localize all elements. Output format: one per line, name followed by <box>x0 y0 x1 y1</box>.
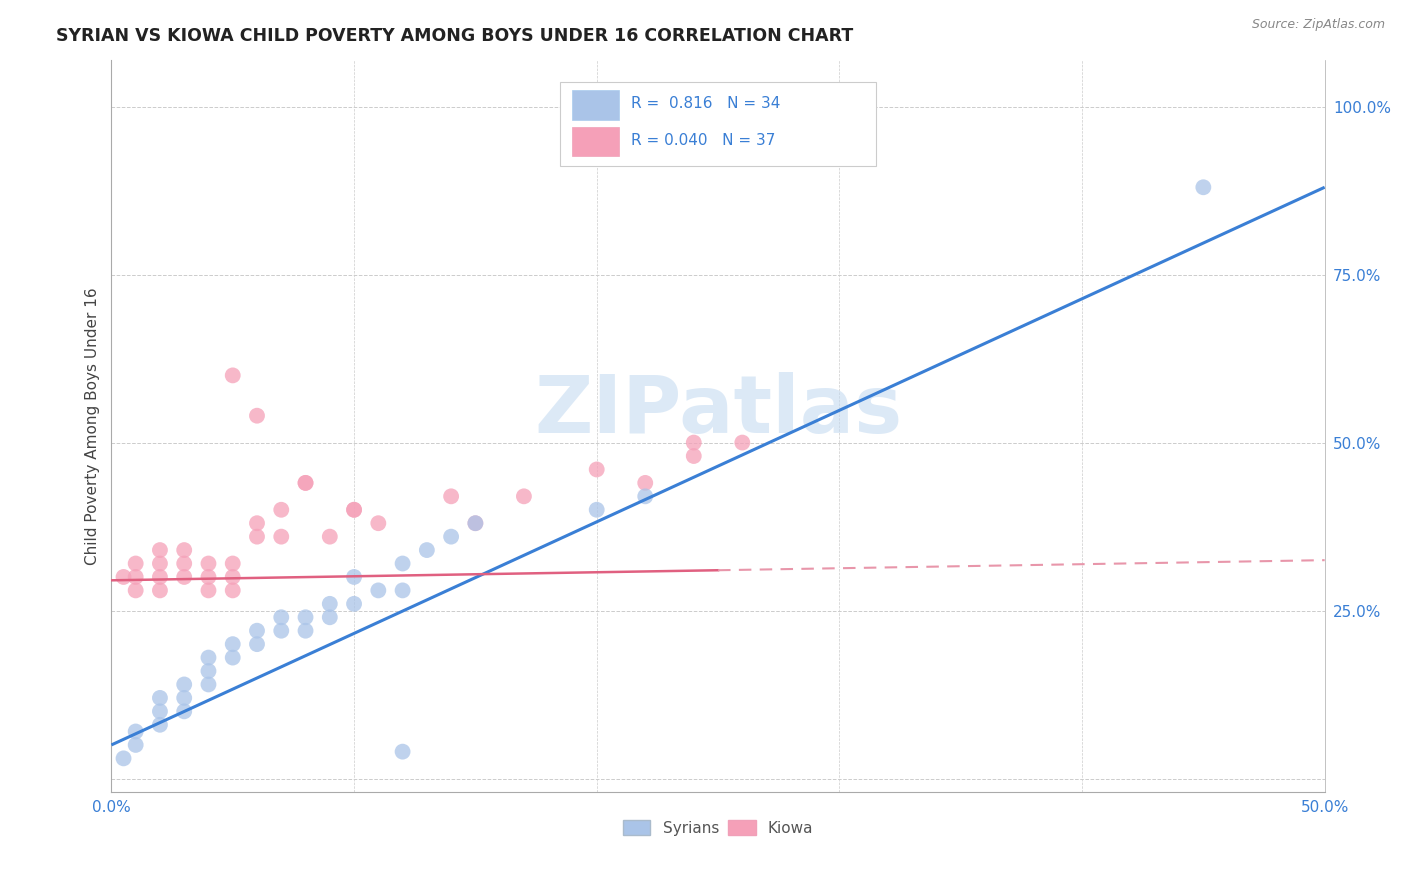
Point <box>149 690 172 705</box>
Point <box>634 475 657 490</box>
Text: Source: ZipAtlas.com: Source: ZipAtlas.com <box>1251 18 1385 31</box>
Point <box>1192 180 1215 194</box>
Point <box>246 637 269 651</box>
Point <box>682 435 704 450</box>
Text: R =  0.816   N = 34: R = 0.816 N = 34 <box>631 96 780 111</box>
Point <box>270 502 292 516</box>
Point <box>319 597 342 611</box>
FancyBboxPatch shape <box>561 81 876 166</box>
Point <box>246 624 269 638</box>
Point <box>343 597 366 611</box>
Point <box>197 583 219 598</box>
Point <box>222 583 245 598</box>
Point <box>440 489 463 503</box>
Point <box>294 610 316 624</box>
Point <box>246 409 269 423</box>
Point <box>197 570 219 584</box>
Point <box>149 557 172 571</box>
Point <box>294 624 316 638</box>
Point <box>197 650 219 665</box>
Point <box>391 557 413 571</box>
Point <box>585 462 607 476</box>
Point <box>222 637 245 651</box>
Point <box>246 516 269 531</box>
Point <box>124 570 146 584</box>
Point <box>440 530 463 544</box>
Point <box>173 677 195 691</box>
Point <box>222 570 245 584</box>
Point <box>270 610 292 624</box>
Point <box>367 583 389 598</box>
Point <box>464 516 486 531</box>
FancyBboxPatch shape <box>572 90 619 120</box>
Point <box>173 690 195 705</box>
Point <box>416 543 439 558</box>
Point <box>149 718 172 732</box>
Point <box>343 502 366 516</box>
Point <box>270 530 292 544</box>
Point <box>391 745 413 759</box>
Point <box>149 583 172 598</box>
Point <box>149 570 172 584</box>
Point <box>634 489 657 503</box>
Point <box>682 449 704 463</box>
Point <box>173 557 195 571</box>
Point <box>367 516 389 531</box>
Point <box>585 502 607 516</box>
Point <box>149 543 172 558</box>
Text: R = 0.040   N = 37: R = 0.040 N = 37 <box>631 133 775 148</box>
Point <box>173 543 195 558</box>
Point <box>222 557 245 571</box>
Point <box>112 751 135 765</box>
Point <box>112 570 135 584</box>
Point <box>731 435 754 450</box>
Text: SYRIAN VS KIOWA CHILD POVERTY AMONG BOYS UNDER 16 CORRELATION CHART: SYRIAN VS KIOWA CHILD POVERTY AMONG BOYS… <box>56 27 853 45</box>
Point <box>246 530 269 544</box>
Point <box>124 738 146 752</box>
Point <box>124 557 146 571</box>
Point <box>173 704 195 718</box>
Point <box>464 516 486 531</box>
Point <box>124 724 146 739</box>
Point <box>391 583 413 598</box>
Point <box>343 570 366 584</box>
Point <box>197 557 219 571</box>
Point <box>513 489 536 503</box>
Point <box>343 502 366 516</box>
Point <box>124 583 146 598</box>
FancyBboxPatch shape <box>572 127 619 156</box>
Point <box>270 624 292 638</box>
Point <box>294 475 316 490</box>
Legend: Syrians, Kiowa: Syrians, Kiowa <box>623 820 813 836</box>
Y-axis label: Child Poverty Among Boys Under 16: Child Poverty Among Boys Under 16 <box>86 287 100 565</box>
Text: ZIPatlas: ZIPatlas <box>534 372 903 450</box>
Point <box>294 475 316 490</box>
Point <box>319 610 342 624</box>
Point <box>319 530 342 544</box>
Point <box>173 570 195 584</box>
Point <box>197 677 219 691</box>
Point <box>197 664 219 678</box>
Point <box>222 650 245 665</box>
Point <box>149 704 172 718</box>
Point <box>222 368 245 383</box>
